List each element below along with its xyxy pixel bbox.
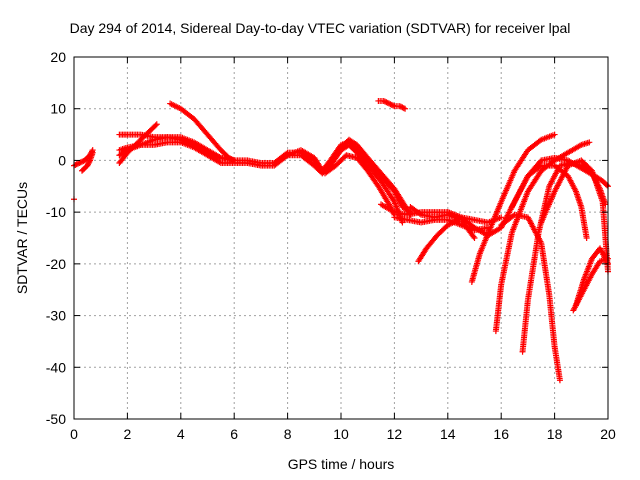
series-arc-09 (284, 136, 414, 218)
series-arc-07 (116, 121, 160, 167)
plus-marker (77, 159, 84, 166)
x-tick-label: 2 (124, 426, 132, 442)
plus-marker (498, 214, 505, 221)
y-tick-label: -40 (46, 359, 66, 375)
plus-marker (386, 100, 393, 107)
y-tick-label: 10 (50, 101, 66, 117)
series-arc-15 (415, 216, 462, 265)
plus-marker (536, 137, 543, 144)
y-tick-label: -30 (46, 308, 66, 324)
plus-marker (402, 105, 409, 112)
plus-marker (382, 98, 389, 105)
plus-marker (225, 154, 232, 161)
plus-marker (388, 101, 395, 108)
plus-marker (227, 155, 234, 162)
plus-marker (383, 99, 390, 106)
x-tick-label: 0 (70, 426, 78, 442)
plus-marker (399, 104, 406, 111)
plus-marker (471, 235, 478, 241)
plus-marker (72, 161, 79, 168)
plus-marker (396, 103, 403, 110)
plus-marker (586, 139, 593, 146)
x-tick-label: 18 (547, 426, 563, 442)
series-arc-03 (79, 149, 96, 174)
x-tick-label: 10 (333, 426, 349, 442)
series-arc-10 (321, 152, 398, 218)
plus-marker (387, 101, 394, 108)
series-arc-16 (468, 131, 558, 285)
plus-marker (283, 153, 290, 160)
plus-marker (73, 161, 80, 168)
y-tick-label: 0 (58, 152, 66, 168)
y-axis-label: SDTVAR / TECUs (14, 181, 30, 295)
plus-marker (153, 121, 160, 128)
series-arc-22 (508, 162, 590, 241)
plus-marker (75, 160, 82, 167)
x-tick-label: 14 (440, 426, 456, 442)
plus-marker (536, 163, 543, 170)
plus-marker (228, 156, 235, 163)
plus-marker (152, 122, 159, 129)
series-arc-20 (538, 157, 611, 275)
data-series (71, 97, 611, 384)
grid-lines (74, 57, 608, 419)
plus-marker (551, 131, 558, 138)
x-axis-label: GPS time / hours (287, 456, 395, 472)
axis-ticks: 0 2 4 6 8 10 12 14 16 18 20 -50 -40 -30 -20 -10 0 10 20 (46, 49, 616, 442)
x-tick-label: 6 (230, 426, 238, 442)
plus-marker (470, 233, 477, 240)
plus-marker (416, 210, 423, 217)
x-tick-label: 4 (177, 426, 185, 442)
plus-marker (89, 149, 96, 156)
x-tick-label: 12 (387, 426, 403, 442)
series-arc-21 (498, 211, 563, 384)
y-tick-label: -10 (46, 204, 66, 220)
x-tick-label: 16 (493, 426, 509, 442)
plus-marker (384, 99, 391, 106)
chart-title: Day 294 of 2014, Sidereal Day-to-day VTE… (69, 20, 571, 36)
plus-marker (229, 156, 236, 163)
plus-marker (583, 235, 590, 241)
plus-marker (76, 160, 83, 167)
series-arc-08 (167, 100, 238, 164)
plus-marker (603, 182, 610, 189)
plus-marker (400, 105, 407, 112)
plus-marker (556, 377, 563, 384)
x-tick-label: 20 (600, 426, 616, 442)
series-arc-11 (375, 97, 409, 112)
plus-marker (231, 157, 238, 164)
y-tick-label: -50 (46, 411, 66, 427)
plus-marker (79, 158, 86, 165)
y-tick-label: -20 (46, 256, 66, 272)
plus-marker (398, 103, 405, 110)
x-tick-label: 8 (284, 426, 292, 442)
plus-marker (380, 97, 387, 104)
plus-marker (86, 158, 93, 165)
plus-marker (390, 102, 397, 109)
y-tick-label: 20 (50, 49, 66, 65)
